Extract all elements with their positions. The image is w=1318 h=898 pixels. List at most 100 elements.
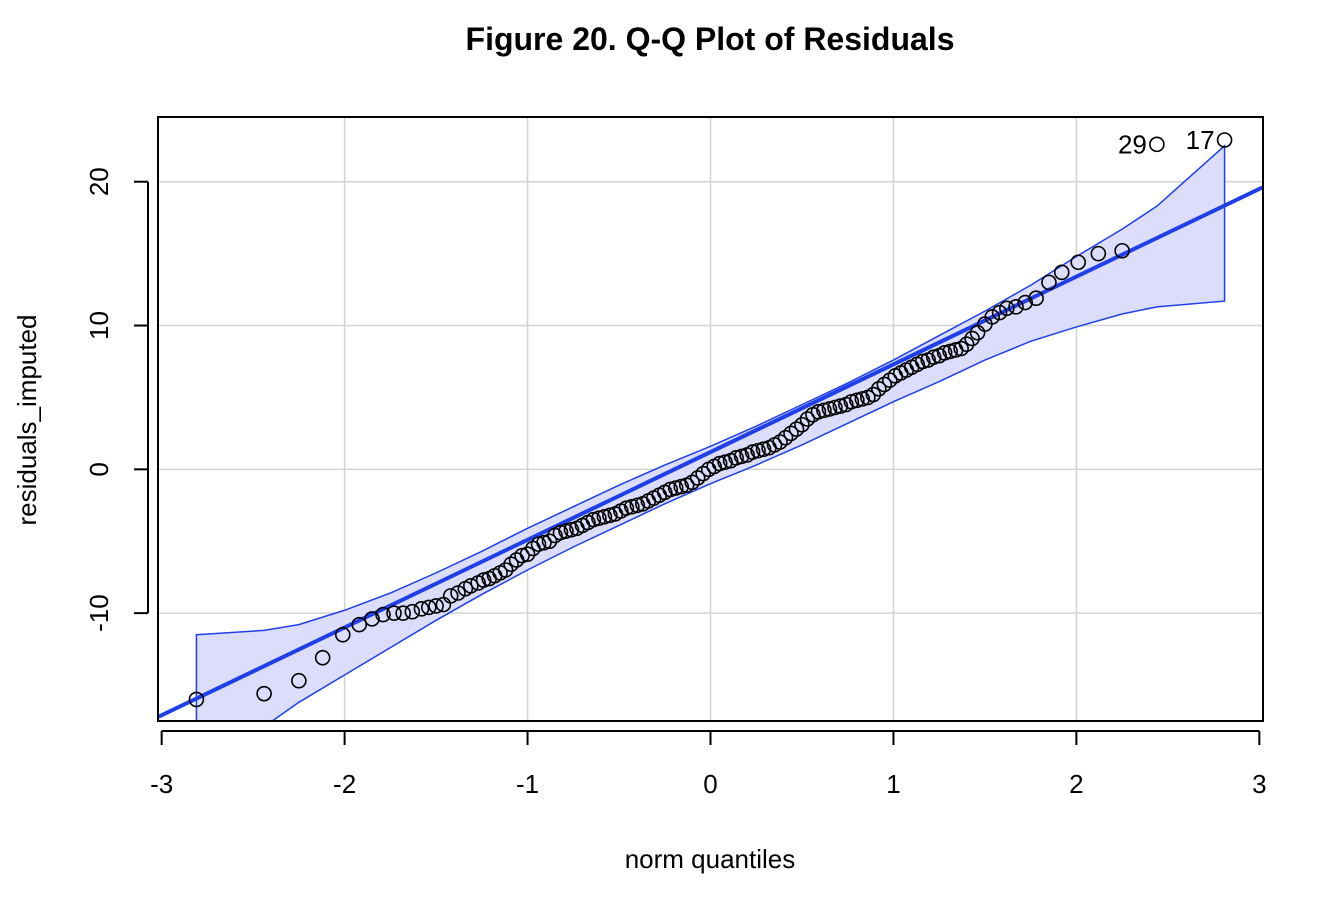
data-point bbox=[475, 572, 492, 588]
data-point bbox=[914, 353, 931, 370]
x-tick-label: 2 bbox=[1069, 769, 1083, 799]
data-point bbox=[629, 497, 646, 514]
data-point bbox=[552, 524, 569, 541]
data-point bbox=[744, 444, 761, 460]
data-point bbox=[667, 480, 684, 496]
data-point bbox=[750, 442, 766, 459]
data-point bbox=[876, 376, 893, 393]
y-tick-label: -10 bbox=[84, 594, 114, 632]
data-point bbox=[351, 616, 368, 633]
data-points bbox=[188, 132, 1233, 708]
data-point bbox=[662, 481, 679, 498]
data-point bbox=[442, 588, 459, 604]
data-point bbox=[1090, 245, 1107, 262]
data-point bbox=[999, 300, 1015, 317]
data-point bbox=[541, 533, 558, 550]
reference-line-group bbox=[158, 185, 1263, 719]
x-axis: -3 -2 -1 0 1 2 3 bbox=[150, 730, 1267, 799]
x-tick-label: 0 bbox=[703, 769, 717, 799]
data-point bbox=[673, 478, 690, 495]
data-point bbox=[728, 450, 744, 466]
data-point bbox=[375, 606, 391, 623]
x-tick-label: 3 bbox=[1252, 769, 1266, 799]
point-label: 17 bbox=[1186, 125, 1215, 155]
data-point bbox=[558, 523, 574, 539]
data-point bbox=[596, 508, 613, 525]
data-point bbox=[799, 411, 816, 427]
data-point bbox=[849, 392, 865, 409]
data-point bbox=[689, 470, 706, 486]
y-axis: -10 0 10 20 bbox=[84, 167, 149, 632]
data-point bbox=[684, 474, 701, 491]
data-point bbox=[530, 536, 547, 552]
data-point bbox=[463, 578, 479, 594]
data-point bbox=[314, 649, 331, 666]
data-point bbox=[386, 605, 402, 621]
data-point bbox=[1017, 294, 1033, 311]
data-point bbox=[536, 534, 552, 551]
data-point bbox=[783, 425, 799, 442]
data-point bbox=[772, 434, 788, 450]
data-point bbox=[936, 345, 953, 361]
data-point bbox=[1008, 299, 1024, 315]
data-point bbox=[395, 605, 411, 621]
data-point bbox=[816, 402, 832, 419]
data-point bbox=[827, 399, 843, 416]
data-point bbox=[733, 448, 750, 465]
data-point bbox=[413, 601, 430, 617]
x-axis-label: norm quantiles bbox=[625, 844, 796, 874]
reference-line bbox=[158, 185, 1263, 719]
data-point bbox=[865, 386, 882, 403]
data-point bbox=[497, 562, 514, 578]
data-point bbox=[334, 626, 351, 643]
data-point bbox=[256, 685, 272, 702]
point-labels: 29 17 bbox=[1118, 125, 1215, 159]
point-label: 29 bbox=[1118, 129, 1147, 159]
data-point bbox=[1070, 254, 1087, 271]
data-point bbox=[854, 391, 871, 407]
x-tick-label: -3 bbox=[150, 769, 173, 799]
data-point bbox=[717, 454, 733, 470]
data-point bbox=[881, 372, 898, 388]
data-point bbox=[695, 465, 711, 482]
x-tick-label: -2 bbox=[333, 769, 356, 799]
data-point bbox=[1041, 274, 1057, 291]
y-tick-label: 10 bbox=[84, 311, 114, 340]
data-point bbox=[755, 441, 772, 458]
data-point bbox=[843, 393, 860, 410]
data-point bbox=[1114, 242, 1130, 259]
data-point bbox=[503, 556, 519, 573]
data-point bbox=[958, 336, 975, 353]
x-tick-label: -1 bbox=[516, 769, 539, 799]
data-point bbox=[1053, 264, 1070, 281]
data-point bbox=[711, 455, 728, 472]
y-axis-label: residuals_imputed bbox=[12, 314, 42, 525]
data-point bbox=[964, 330, 980, 347]
chart-title: Figure 20. Q-Q Plot of Residuals bbox=[466, 21, 955, 57]
data-point bbox=[624, 498, 640, 515]
data-point bbox=[602, 507, 618, 524]
data-point bbox=[364, 611, 380, 627]
data-point bbox=[794, 416, 810, 433]
data-point bbox=[1216, 132, 1233, 148]
data-point bbox=[832, 398, 849, 414]
data-point bbox=[953, 340, 969, 357]
data-point bbox=[563, 521, 580, 538]
data-point bbox=[420, 599, 437, 616]
data-point bbox=[777, 429, 794, 446]
y-tick-label: 0 bbox=[84, 462, 114, 476]
data-point bbox=[821, 401, 838, 417]
data-point bbox=[585, 511, 602, 528]
data-point bbox=[1149, 136, 1165, 153]
data-point bbox=[291, 672, 307, 689]
data-point bbox=[519, 546, 536, 562]
data-point bbox=[514, 547, 530, 564]
data-point bbox=[618, 500, 635, 516]
data-point bbox=[404, 603, 421, 620]
data-point bbox=[188, 691, 205, 708]
data-point bbox=[788, 421, 805, 437]
data-point bbox=[591, 510, 607, 527]
data-point bbox=[810, 404, 827, 420]
data-point bbox=[871, 380, 887, 397]
